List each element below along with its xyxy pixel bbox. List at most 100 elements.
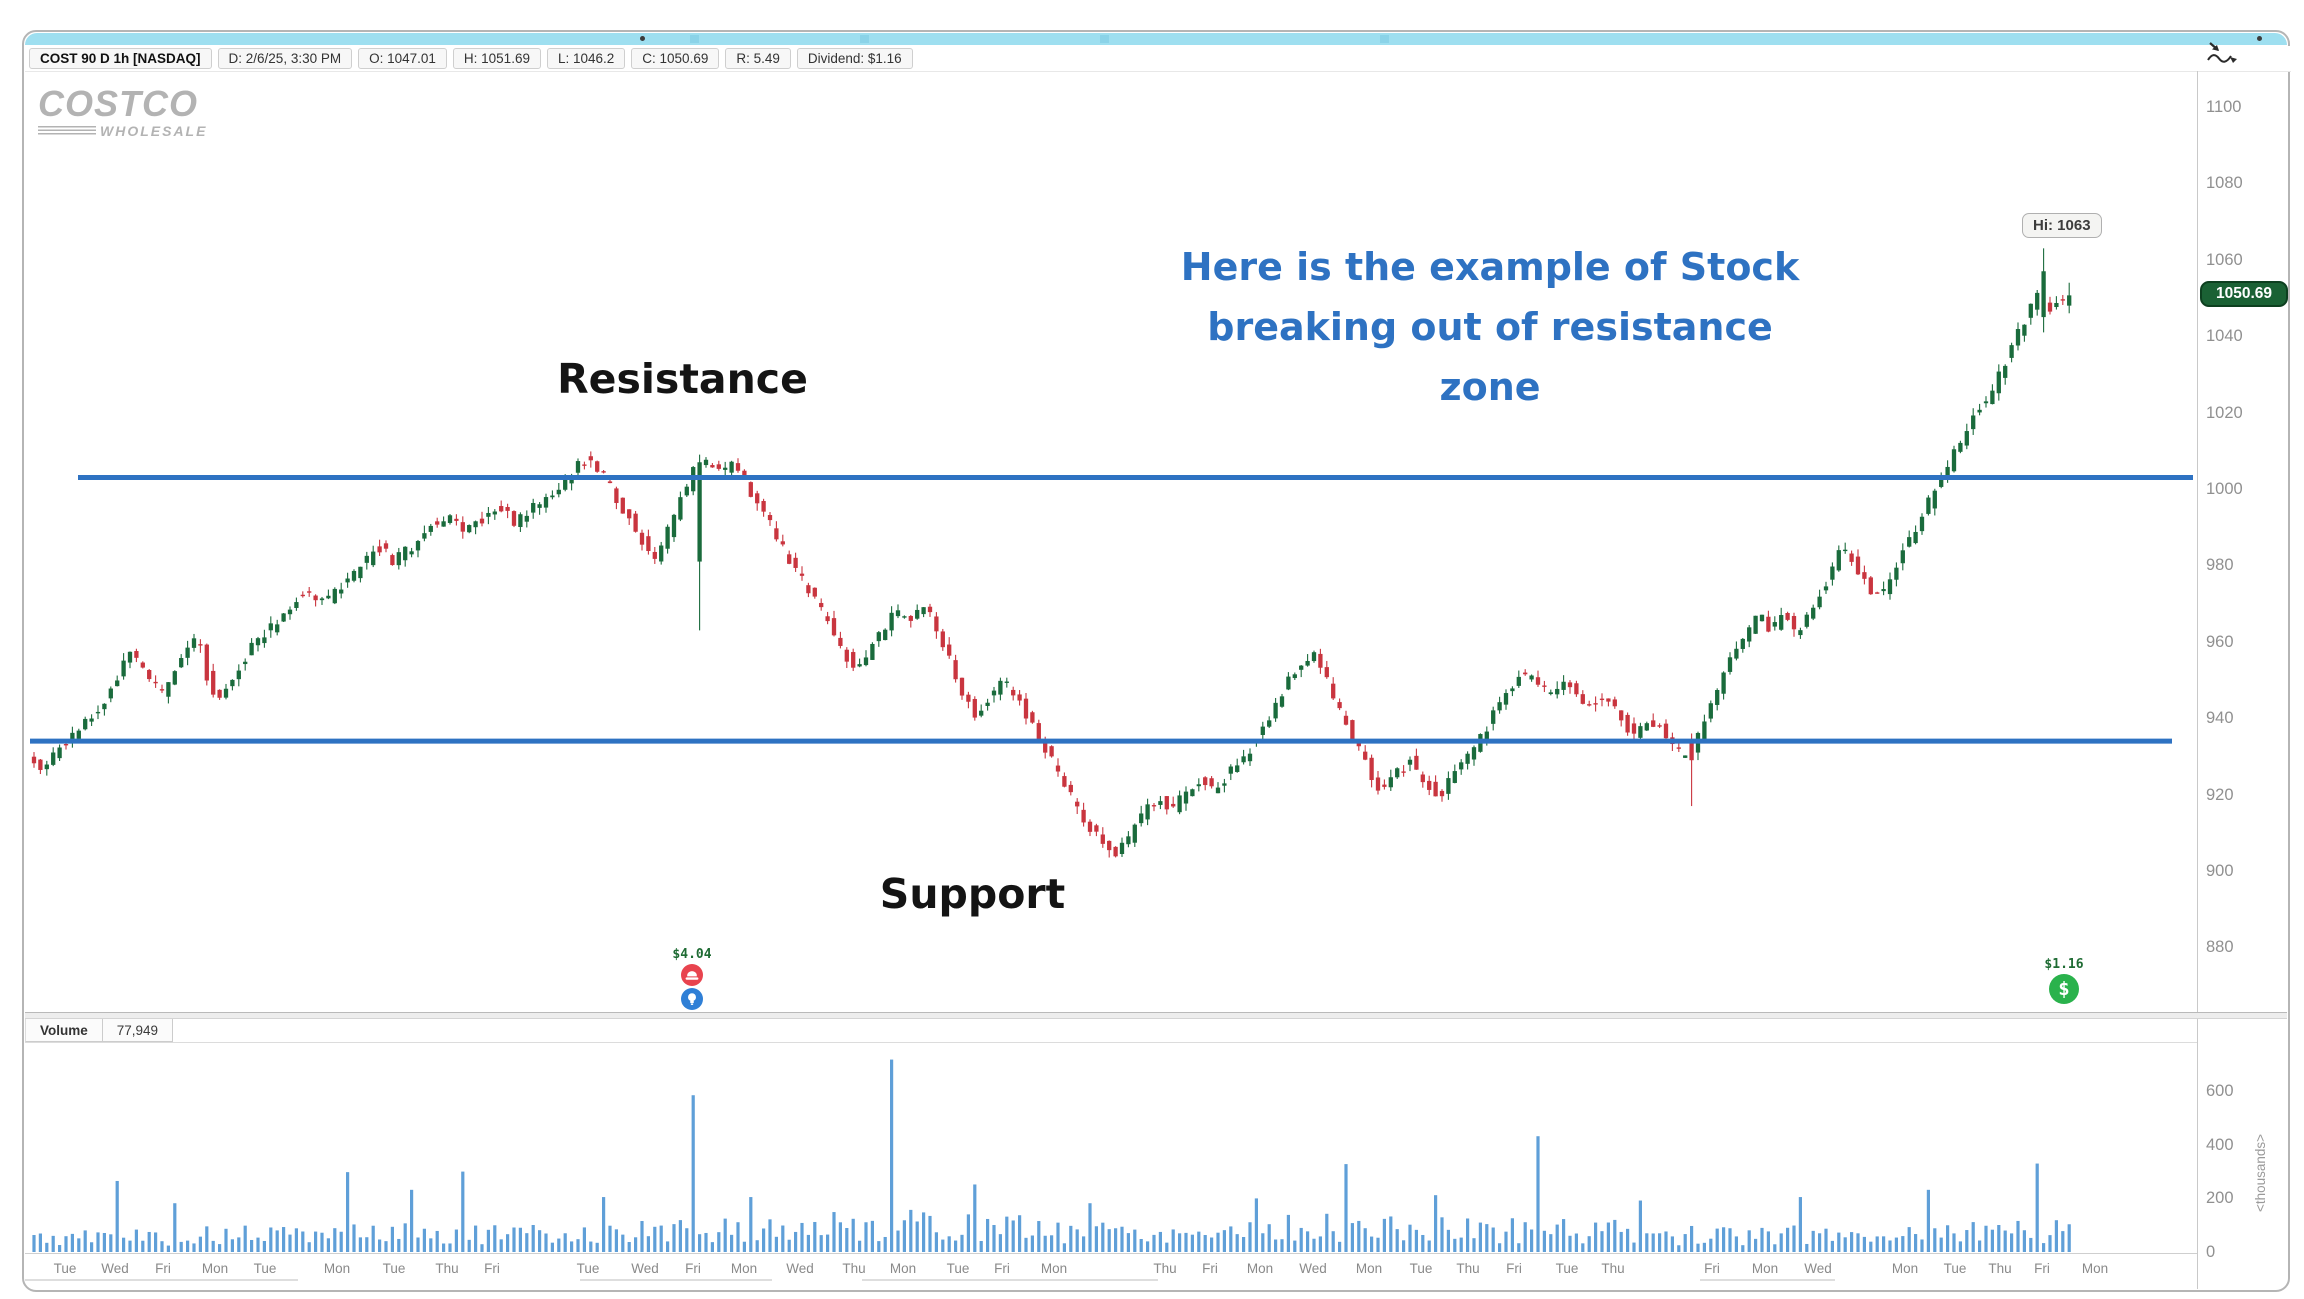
breakout-note-text[interactable]: Here is the example of Stock breaking ou…: [1180, 245, 1800, 410]
price-tick-label[interactable]: 1060: [2206, 250, 2243, 269]
date-axis-label[interactable]: Fri: [155, 1261, 171, 1276]
date-axis-label[interactable]: Mon: [1751, 1261, 1779, 1276]
date-axis-label[interactable]: Fri: [994, 1261, 1010, 1276]
price-tick-label[interactable]: 1000: [2206, 480, 2243, 498]
bar-datetime-readout: D: 2/6/25, 3:30 PM: [217, 48, 353, 69]
pane-divider-line: [25, 1012, 2287, 1013]
price-tick-label[interactable]: 960: [2206, 632, 2234, 651]
volume-tick-label[interactable]: 400: [2206, 1135, 2234, 1154]
volume-last-value: 77,949: [102, 1019, 174, 1042]
price-tick-label[interactable]: 1100: [2206, 98, 2242, 116]
cursor-tool-icon[interactable]: [2206, 40, 2242, 70]
price-tick-label[interactable]: 880: [2206, 938, 2234, 957]
top-horizontal-scrollbar[interactable]: [25, 33, 2287, 45]
date-axis-underline: [25, 1279, 298, 1281]
price-tick-label[interactable]: 900: [2206, 862, 2234, 880]
costco-watermark-logo: COSTCO WHOLESALE: [38, 86, 207, 139]
volume-tick-label[interactable]: 0: [2206, 1243, 2216, 1261]
date-axis-label[interactable]: Mon: [2081, 1261, 2109, 1276]
date-axis-label[interactable]: Tue: [53, 1261, 77, 1276]
date-axis-label[interactable]: Fri: [685, 1261, 701, 1276]
date-axis-label[interactable]: Thu: [842, 1261, 866, 1276]
scrollbar-handle-dot[interactable]: [2257, 36, 2262, 41]
date-axis-label[interactable]: Mon: [730, 1261, 758, 1276]
dividend-icon[interactable]: $: [2049, 974, 2079, 1004]
event-marker-group: $1.16 $: [2029, 957, 2099, 1004]
date-axis-label[interactable]: Thu: [1456, 1261, 1480, 1276]
dividend-readout: Dividend: $1.16: [796, 48, 913, 69]
price-tick-label[interactable]: 980: [2206, 556, 2234, 575]
date-axis-label[interactable]: Mon: [889, 1261, 917, 1276]
scrollbar-tick: [860, 35, 869, 43]
price-tick-label[interactable]: 1080: [2206, 174, 2243, 193]
date-axis-label[interactable]: Thu: [1153, 1261, 1177, 1276]
date-axis-underline: [862, 1279, 1158, 1281]
date-axis-label[interactable]: Fri: [484, 1261, 500, 1276]
scrollbar-handle-dot[interactable]: [640, 36, 645, 41]
volume-tick-label[interactable]: 200: [2206, 1189, 2234, 1208]
price-tick-label[interactable]: 940: [2206, 709, 2234, 728]
costco-logo-text: COSTCO: [38, 83, 199, 124]
date-axis-label[interactable]: Tue: [1555, 1261, 1579, 1276]
date-axis-label[interactable]: Thu: [1601, 1261, 1625, 1276]
date-axis-label[interactable]: Fri: [1506, 1261, 1522, 1276]
scrollbar-tick: [1380, 35, 1389, 43]
date-axis-underline: [1700, 1279, 1835, 1281]
date-axis-label[interactable]: Mon: [323, 1261, 351, 1276]
dividend-amount-label: $1.16: [2044, 957, 2084, 972]
date-axis-label[interactable]: Tue: [1943, 1261, 1967, 1276]
date-axis-label[interactable]: Mon: [1246, 1261, 1274, 1276]
price-tick-label[interactable]: 1020: [2206, 403, 2243, 422]
volume-series: [32, 1059, 2071, 1252]
chart-header-bar: COST 90 D 1h [NASDAQ] D: 2/6/25, 3:30 PM…: [25, 46, 2291, 72]
volume-tick-label[interactable]: 600: [2206, 1082, 2234, 1101]
date-axis-label[interactable]: Tue: [946, 1261, 970, 1276]
price-tick-label[interactable]: 920: [2206, 785, 2234, 804]
date-axis-label[interactable]: Wed: [631, 1261, 659, 1276]
volume-header-underline: [25, 1042, 2197, 1043]
volume-pane-title: Volume: [25, 1019, 103, 1042]
support-annotation-text[interactable]: Support: [879, 870, 1066, 918]
earnings-amount-label: $4.04: [672, 947, 712, 962]
close-readout: C: 1050.69: [631, 48, 720, 69]
chart-app-window: [22, 30, 2290, 1292]
price-tick-label[interactable]: 1040: [2206, 327, 2243, 346]
date-axis-label[interactable]: Tue: [576, 1261, 600, 1276]
date-axis-label[interactable]: Tue: [253, 1261, 277, 1276]
volume-axis-baseline: [25, 1253, 2197, 1254]
date-axis-underline: [580, 1279, 772, 1281]
date-axis-label[interactable]: Fri: [1704, 1261, 1720, 1276]
scrollbar-tick: [690, 35, 699, 43]
date-axis-label[interactable]: Mon: [1040, 1261, 1068, 1276]
last-price-badge: 1050.69: [2200, 281, 2288, 307]
logo-stripes: [38, 126, 96, 136]
date-axis-label[interactable]: Wed: [1299, 1261, 1327, 1276]
date-axis-label[interactable]: Wed: [1804, 1261, 1832, 1276]
pane-divider-line-2: [25, 1018, 2287, 1019]
date-axis-label[interactable]: Wed: [101, 1261, 129, 1276]
idea-icon[interactable]: [681, 988, 703, 1010]
pane-resize-gutter[interactable]: [25, 1013, 2287, 1018]
costco-logo-subtext: WHOLESALE: [100, 123, 208, 139]
symbol-timeframe-label[interactable]: COST 90 D 1h [NASDAQ]: [29, 48, 212, 69]
resistance-annotation-text[interactable]: Resistance: [557, 355, 808, 403]
date-axis-label[interactable]: Mon: [1891, 1261, 1919, 1276]
date-axis-label[interactable]: Fri: [1202, 1261, 1218, 1276]
date-axis-label[interactable]: Wed: [786, 1261, 814, 1276]
date-axis-label[interactable]: Tue: [382, 1261, 406, 1276]
earnings-icon[interactable]: [681, 964, 703, 986]
date-axis-label[interactable]: Thu: [1988, 1261, 2012, 1276]
date-axis-label[interactable]: Fri: [2034, 1261, 2050, 1276]
high-price-callout: Hi: 1063: [2022, 213, 2102, 238]
scrollbar-tick: [1100, 35, 1109, 43]
event-marker-group: $4.04: [657, 947, 727, 1010]
date-axis-label[interactable]: Thu: [435, 1261, 459, 1276]
high-readout: H: 1051.69: [452, 48, 541, 69]
date-axis-label[interactable]: Mon: [201, 1261, 229, 1276]
open-readout: O: 1047.01: [358, 48, 447, 69]
date-axis-label[interactable]: Tue: [1409, 1261, 1433, 1276]
range-readout: R: 5.49: [725, 48, 791, 69]
date-axis-label[interactable]: Mon: [1355, 1261, 1383, 1276]
